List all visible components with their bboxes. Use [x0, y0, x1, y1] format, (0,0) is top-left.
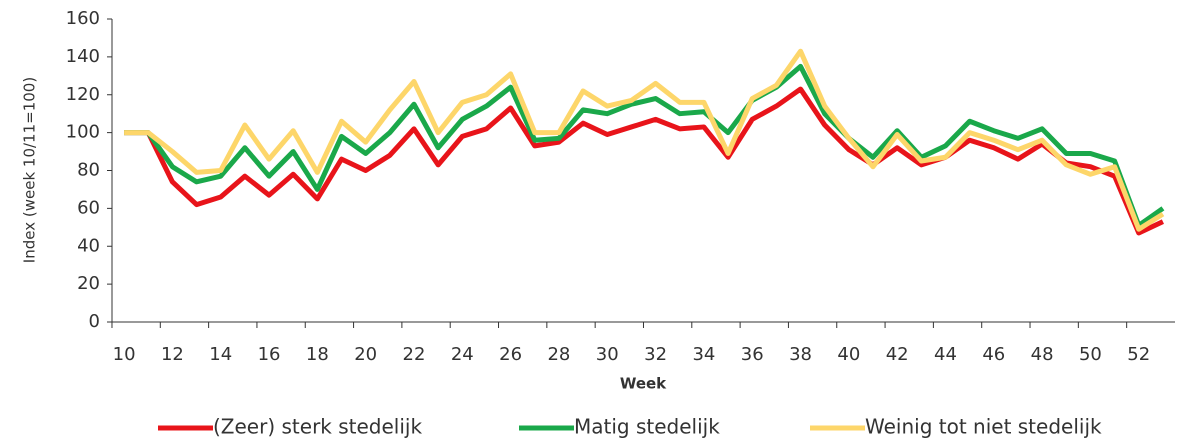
y-tick-label: 40: [77, 235, 100, 256]
x-tick-label: 14: [209, 344, 232, 365]
series-line: [124, 48, 1165, 232]
x-tick-label: 12: [161, 344, 184, 365]
y-tick-label: 20: [77, 273, 100, 294]
x-tick-label: 20: [354, 344, 377, 365]
x-tick-label: 24: [451, 344, 474, 365]
y-tick-label: 80: [77, 160, 100, 181]
series-line: [124, 86, 1164, 236]
x-tick-label: 34: [692, 344, 715, 365]
x-tick-label: 46: [982, 344, 1005, 365]
x-tick-label: 42: [886, 344, 909, 365]
x-tick-label: 28: [547, 344, 570, 365]
x-tick-label: 10: [113, 344, 136, 365]
y-tick-label: 100: [66, 122, 100, 143]
y-axis-label: Index (week 10/11=100): [21, 77, 39, 263]
y-tick-label: 140: [66, 46, 100, 67]
x-axis-label: Week: [620, 375, 667, 393]
y-tick-label: 160: [66, 8, 100, 29]
x-tick-label: 40: [837, 344, 860, 365]
series-line: [124, 63, 1165, 228]
legend-label: Matig stedelijk: [574, 415, 720, 439]
y-tick-label: 120: [66, 84, 100, 105]
x-tick-label: 44: [934, 344, 957, 365]
x-tick-label: 26: [499, 344, 522, 365]
x-tick-label: 30: [596, 344, 619, 365]
x-tick-label: 38: [789, 344, 812, 365]
y-tick-label: 60: [77, 197, 100, 218]
legend-label: Weinig tot niet stedelijk: [865, 415, 1102, 439]
x-tick-label: 16: [258, 344, 281, 365]
x-tick-label: 52: [1127, 344, 1150, 365]
x-tick-label: 48: [1031, 344, 1054, 365]
x-tick-label: 50: [1079, 344, 1102, 365]
y-tick-label: 0: [89, 311, 100, 332]
x-tick-label: 32: [644, 344, 667, 365]
x-tick-label: 22: [403, 344, 426, 365]
x-tick-label: 36: [741, 344, 764, 365]
x-tick-label: 18: [306, 344, 329, 365]
legend-label: (Zeer) sterk stedelijk: [213, 415, 422, 439]
